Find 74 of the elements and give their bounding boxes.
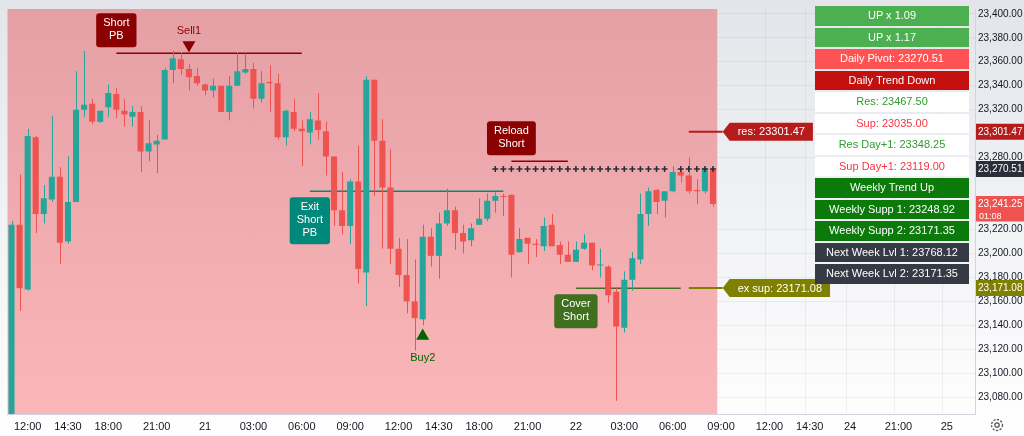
series-label: Cover Short bbox=[561, 297, 591, 323]
info-cell: Next Week Lvl 2: 23171.35 bbox=[815, 264, 969, 284]
y-tick-label: 23,220.00 bbox=[978, 223, 1023, 235]
series-label: Reload Short bbox=[493, 124, 529, 150]
point bbox=[604, 165, 612, 173]
y-tick-label: 23,400.00 bbox=[978, 7, 1023, 19]
x-tick-label: 18:00 bbox=[465, 419, 493, 432]
y-tick-label: 23,180.00 bbox=[978, 271, 1023, 283]
x-tick-label: 21 bbox=[198, 419, 212, 432]
info-cell: Sup Day+1: 23119.00 bbox=[815, 156, 969, 176]
x-tick-label: 06:00 bbox=[288, 419, 316, 432]
x-tick-label: 14:30 bbox=[425, 419, 453, 432]
y-tick-label: 23,120.00 bbox=[978, 343, 1023, 355]
info-cell: Res: 23467.50 bbox=[815, 92, 969, 112]
y-tick-label: 23,200.00 bbox=[978, 247, 1023, 259]
info-cell: UP x 1.17 bbox=[815, 27, 969, 47]
point bbox=[588, 165, 596, 173]
info-cell: UP x 1.09 bbox=[815, 6, 969, 26]
info-cell: Weekly Supp 2: 23171.35 bbox=[815, 221, 969, 241]
candlestick bbox=[242, 52, 249, 75]
series-label: Buy2 bbox=[410, 351, 436, 364]
series-label: Exit Short PB bbox=[296, 200, 323, 239]
x-tick-label: 21:00 bbox=[884, 419, 913, 432]
info-cell: Daily Trend Down bbox=[815, 70, 969, 90]
candlestick bbox=[218, 85, 225, 113]
point bbox=[572, 165, 580, 173]
point bbox=[182, 41, 195, 52]
x-tick-label: 18:00 bbox=[94, 419, 123, 432]
x-tick-label: 25 bbox=[940, 419, 953, 432]
x-tick-label: 24 bbox=[843, 419, 857, 432]
x-tick-label: 22 bbox=[569, 419, 583, 432]
info-cell: Weekly Supp 1: 23248.92 bbox=[815, 199, 969, 219]
x-tick-label: 03:00 bbox=[610, 419, 639, 432]
x-tick-label: 03:00 bbox=[239, 419, 268, 432]
x-tick-label: 09:00 bbox=[707, 419, 735, 432]
info-cell: Next Week Lvl 1: 23768.12 bbox=[815, 242, 969, 262]
x-tick-label: 12:00 bbox=[13, 419, 42, 432]
y-tick-label: 23,100.00 bbox=[978, 367, 1023, 379]
y-tick-label: 23,160.00 bbox=[978, 295, 1023, 307]
point bbox=[556, 165, 564, 173]
ref-line-label: res: 23301.47 bbox=[737, 125, 805, 138]
y-tick-label: 23,301.47 bbox=[978, 125, 1023, 137]
point bbox=[416, 329, 429, 340]
y-tick-label: 23,340.00 bbox=[978, 79, 1023, 91]
x-tick-label: 21:00 bbox=[142, 419, 171, 432]
info-cell: Weekly Trend Up bbox=[815, 178, 969, 198]
point bbox=[709, 165, 717, 173]
y-tick-label: 23,140.00 bbox=[978, 319, 1023, 331]
x-tick-label: 06:00 bbox=[658, 419, 687, 432]
y-tick-label: 23,280.00 bbox=[978, 151, 1023, 163]
point bbox=[580, 165, 588, 173]
text: 01:08 bbox=[979, 211, 1002, 221]
y-tick-label: 23,080.00 bbox=[978, 390, 1023, 402]
point bbox=[564, 165, 572, 173]
x-tick-label: 12:00 bbox=[384, 419, 413, 432]
info-cell: Res Day+1: 23348.25 bbox=[815, 135, 969, 155]
info-cell: Daily Pivot: 23270.51 bbox=[815, 49, 969, 69]
y-tick-label: 23,360.00 bbox=[978, 55, 1023, 67]
y-tick-label: 23,241.25 bbox=[978, 197, 1023, 209]
point bbox=[596, 165, 604, 173]
point bbox=[612, 165, 620, 173]
series-label: Sell1 bbox=[176, 23, 202, 36]
x-tick-label: 21:00 bbox=[513, 419, 542, 432]
y-tick-label: 23,171.08 bbox=[978, 281, 1023, 293]
y-tick-label: 23,320.00 bbox=[978, 103, 1023, 115]
x-tick-label: 09:00 bbox=[336, 419, 364, 432]
x-tick-label: 12:00 bbox=[755, 419, 784, 432]
y-tick-label: 23,380.00 bbox=[978, 31, 1023, 43]
series-label: Short PB bbox=[103, 16, 130, 42]
ref-line-label: ex sup: 23171.08 bbox=[737, 281, 823, 294]
x-tick-label: 14:30 bbox=[795, 419, 824, 432]
y-tick-label: 23,270.51 bbox=[978, 162, 1023, 174]
info-cell: Sup: 23035.00 bbox=[815, 113, 969, 133]
x-tick-label: 14:30 bbox=[54, 419, 82, 432]
